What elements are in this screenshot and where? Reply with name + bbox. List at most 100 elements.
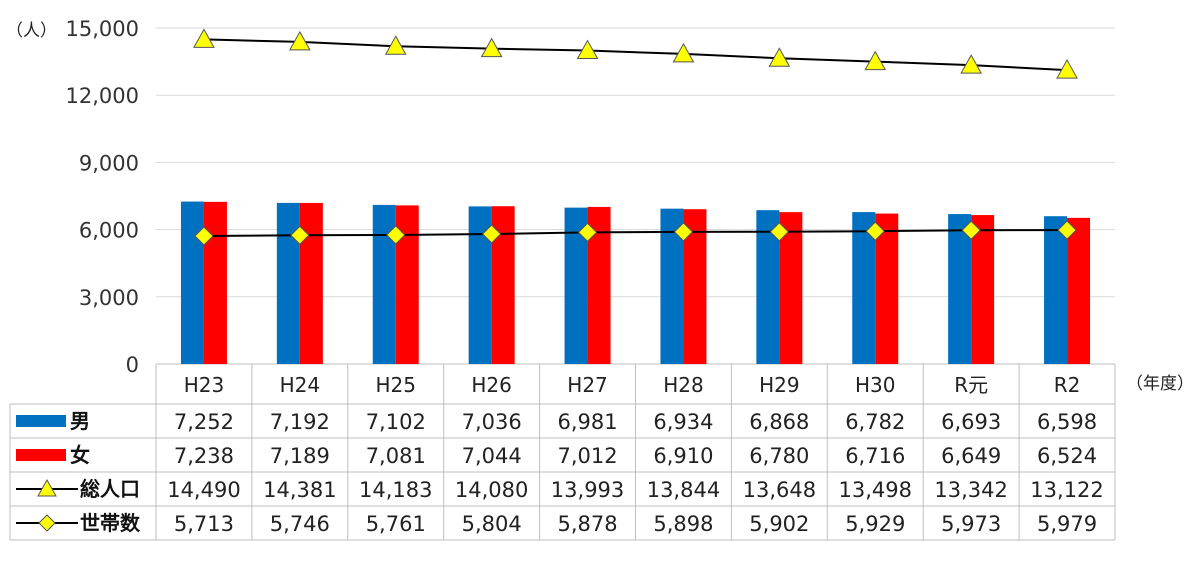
legend-label: 世帯数 xyxy=(80,511,141,535)
point-total-population xyxy=(193,28,215,48)
bar-male xyxy=(276,202,300,364)
point-total-population xyxy=(1056,59,1078,79)
bar-female xyxy=(395,205,419,364)
y-tick-label: 12,000 xyxy=(66,84,139,108)
x-tick-label: H23 xyxy=(184,373,225,397)
y-tick-label: 3,000 xyxy=(79,286,139,310)
data-table-cell: 7,012 xyxy=(557,444,617,468)
data-table-cell: 5,902 xyxy=(749,512,809,536)
legend-key-triangle-icon xyxy=(37,478,57,497)
data-table-cell: 7,189 xyxy=(270,444,330,468)
point-total-population xyxy=(864,50,887,71)
y-tick-label: 0 xyxy=(126,353,139,377)
y-tick-label: 9,000 xyxy=(79,151,139,175)
data-table-cell: 7,044 xyxy=(462,444,522,468)
data-table-cell: 6,598 xyxy=(1037,410,1097,434)
y-axis: 0 3,000 6,000 9,000 12,000 15,000 xyxy=(66,17,139,377)
data-table-cell: 7,102 xyxy=(366,410,426,434)
point-households xyxy=(386,225,406,245)
data-table-cell: 5,713 xyxy=(174,512,234,536)
line-households xyxy=(203,229,1068,238)
legend-label: 総人口 xyxy=(80,477,140,501)
point-households xyxy=(769,222,790,242)
point-households xyxy=(290,225,310,245)
bar-female xyxy=(1067,217,1091,364)
x-tick-label: H29 xyxy=(759,373,800,397)
point-households xyxy=(865,221,885,241)
data-table-cell: 5,898 xyxy=(653,512,713,536)
data-table-cell: 5,878 xyxy=(557,512,617,536)
bar-female xyxy=(203,201,227,364)
point-households xyxy=(961,220,981,240)
bar-male xyxy=(468,206,492,364)
x-tick-label: H27 xyxy=(567,373,608,397)
x-tick-label: H28 xyxy=(663,373,704,397)
bars xyxy=(180,201,1091,364)
data-table-cell: 6,693 xyxy=(941,410,1001,434)
data-table-cell: 6,524 xyxy=(1037,444,1097,468)
point-total-population xyxy=(480,37,503,58)
bar-male xyxy=(1044,216,1068,364)
bar-female xyxy=(491,206,515,364)
data-table-cell: 6,782 xyxy=(845,410,905,434)
data-table-cell: 5,973 xyxy=(941,512,1001,536)
bar-male xyxy=(756,210,780,364)
bar-female xyxy=(683,209,707,364)
legend-key-female xyxy=(16,449,66,461)
y-axis-unit: （人） xyxy=(6,21,57,41)
bar-male xyxy=(948,214,972,364)
legend-key-diamond-icon xyxy=(38,514,56,532)
x-tick-label: H24 xyxy=(280,373,321,397)
bar-female xyxy=(587,206,611,364)
bar-male xyxy=(852,212,876,364)
bar-female xyxy=(299,202,323,364)
data-table-cell: 13,342 xyxy=(934,478,1007,502)
x-tick-label: H30 xyxy=(855,373,896,397)
data-table-cell: 5,929 xyxy=(845,512,905,536)
data-table-cell: 13,648 xyxy=(743,478,816,502)
data-table-cell: 7,252 xyxy=(174,410,234,434)
point-households xyxy=(577,222,598,243)
data-table-cell: 5,804 xyxy=(462,512,522,536)
point-total-population xyxy=(768,47,791,67)
data-table-cell: 5,761 xyxy=(366,512,426,536)
data-table-cell: 14,381 xyxy=(263,478,336,502)
y-tick-label: 6,000 xyxy=(79,219,139,243)
point-total-population xyxy=(672,42,695,63)
data-table-cell: 7,192 xyxy=(270,410,330,434)
y-tick-label: 15,000 xyxy=(66,17,139,41)
bar-male xyxy=(180,201,204,364)
data-table-cell: 6,910 xyxy=(653,444,713,468)
line-series xyxy=(193,28,1078,246)
point-total-population xyxy=(384,35,407,55)
data-table: H23 H24 H25 H26 H27 H28 H29 H30 R元 R2 男 7,252 7,192 7… xyxy=(9,363,1116,541)
data-table-cell: 6,716 xyxy=(845,444,905,468)
data-table-cell: 6,649 xyxy=(941,444,1001,468)
data-table-cell: 6,934 xyxy=(653,410,713,434)
x-axis-unit: （年度） xyxy=(1126,374,1189,394)
data-table-cell: 5,746 xyxy=(270,512,330,536)
data-table-cell: 6,981 xyxy=(557,410,617,434)
data-table-cell: 6,780 xyxy=(749,444,809,468)
data-table-cell: 7,238 xyxy=(174,444,234,468)
x-tick-label: R2 xyxy=(1054,373,1081,397)
data-table-cell: 6,868 xyxy=(749,410,809,434)
x-tick-label: H25 xyxy=(376,373,417,397)
bar-male xyxy=(372,204,396,364)
legend-label: 男 xyxy=(70,409,90,433)
point-households xyxy=(673,222,694,242)
data-table-cell: 5,979 xyxy=(1037,512,1097,536)
bar-female xyxy=(875,213,899,364)
data-table-cell: 13,122 xyxy=(1030,478,1103,502)
point-total-population xyxy=(960,54,982,74)
data-table-cell: 13,498 xyxy=(839,478,912,502)
point-households xyxy=(194,226,214,246)
point-total-population xyxy=(289,30,311,51)
legend-label: 女 xyxy=(70,443,90,467)
bar-female xyxy=(779,212,803,364)
point-households xyxy=(481,224,502,244)
bar-male xyxy=(660,208,684,364)
data-table-cell: 14,490 xyxy=(167,478,240,502)
data-table-cell: 7,036 xyxy=(462,410,522,434)
